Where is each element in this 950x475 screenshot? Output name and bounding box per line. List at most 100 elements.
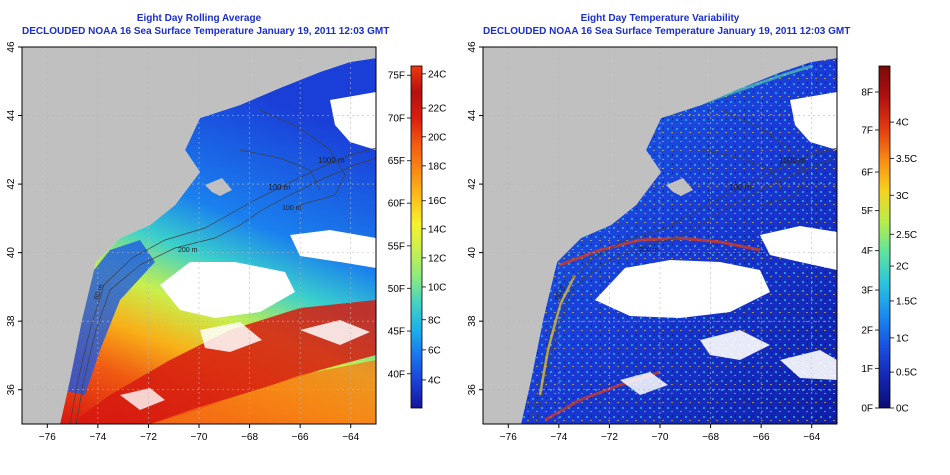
contour-label: 60 m [554,284,566,301]
right-colorbar-celsius-label: 1.5C [896,296,917,307]
contour-label: 60 m [93,284,105,301]
left-x-tick-label: −76 [39,432,56,443]
cloud-mask [300,320,370,345]
right-y-tick-label: 42 [467,178,478,190]
right-colorbar-fahrenheit-label: 7F [861,125,873,136]
right-x-tick-label: −72 [601,432,618,443]
left-x-tick-label: −68 [241,432,258,443]
right-y-tick-label: 40 [467,247,478,259]
right-colorbar-fahrenheit-label: 1F [861,364,873,375]
cloud-mask [780,350,837,380]
left-y-tick-label: 40 [6,247,17,259]
land-mass [483,47,837,424]
cloud-mask [760,226,837,270]
right-colorbar-fahrenheit-label: 8F [861,87,873,98]
left-colorbar-celsius-label: 8C [428,315,441,326]
land-mass [22,47,376,424]
contour-label: 200 m [178,247,198,254]
right-colorbar-celsius-label: 2.5C [896,230,917,241]
right-x-tick-label: −64 [803,432,820,443]
right-colorbar-celsius-label: 3.5C [896,154,917,165]
right-title: Eight Day Temperature Variability [580,13,740,24]
right-colorbar-fahrenheit-label: 6F [861,168,873,179]
left-y-tick-label: 46 [6,41,17,53]
contour-label: 200 m [639,247,659,254]
warm-orange-region [150,360,376,424]
cloud-mask [200,322,262,352]
right-y-tick-label: 44 [467,110,478,122]
left-colorbar-celsius-label: 16C [428,196,446,207]
left-x-tick-label: −72 [140,432,157,443]
right-colorbar-celsius-label: 2C [896,262,909,273]
right-x-tick-label: −74 [550,432,567,443]
left-subtitle: DECLOUDED NOAA 16 Sea Surface Temperatur… [22,26,390,37]
right-axes: −76 −74 −72 −70 −68 −66 −64 36 38 40 42 44 46 [467,41,821,443]
bathymetry-contours [69,109,376,424]
left-colorbar-celsius-label: 10C [428,282,446,293]
right-colorbar-fahrenheit-label: 3F [861,286,873,297]
high-variability-shelf-edge [538,274,577,396]
right-map: 1000 m 100 m 200 m 60 m [483,47,837,424]
right-x-tick-label: −70 [652,432,669,443]
contour-label: 100 m [729,183,752,192]
left-y-tick-label: 36 [6,384,17,396]
right-colorbar-celsius-label: 3C [896,191,909,202]
variability-speckle [521,58,837,424]
cloud-mask [595,260,770,318]
left-colorbar-celsius-label: 4C [428,375,441,386]
left-title: Eight Day Rolling Average [136,13,262,24]
grid [483,47,837,424]
right-colorbar-celsius-label: 4C [896,118,909,129]
right-colorbar-fahrenheit-label: 5F [861,206,873,217]
left-x-tick-label: −74 [89,432,106,443]
left-colorbar-fahrenheit-label: 60F [388,199,405,210]
contour-label: 1000 m [779,156,806,165]
cape-cod [205,178,232,196]
left-colorbar-fahrenheit-label: 75F [388,71,405,82]
left-y-tick-label: 42 [6,178,17,190]
left-x-tick-label: −64 [342,432,359,443]
left-colorbar-fahrenheit-label: 65F [388,156,405,167]
cloud-mask [330,92,376,150]
cloud-mask [120,388,165,410]
cloud-mask [160,262,295,318]
right-y-tick-label: 36 [467,384,478,396]
left-colorbar-celsius-label: 22C [428,104,446,115]
left-colorbar-celsius-label: 18C [428,161,446,172]
left-colorbar-fahrenheit-label: 70F [388,113,405,124]
grid [22,47,376,424]
left-axes: −76 −74 −72 −70 −68 −66 −64 36 38 40 42 44 46 [6,41,360,443]
right-colorbar [878,65,891,409]
left-y-tick-label: 44 [6,110,17,122]
left-colorbar-celsius-label: 20C [428,132,446,143]
left-colorbar-celsius-label: 14C [428,224,446,235]
right-subtitle: DECLOUDED NOAA 16 Sea Surface Temperatur… [483,26,851,37]
left-colorbar-fahrenheit-label: 55F [388,241,405,252]
left-colorbar-fahrenheit-label: 50F [388,284,405,295]
cloud-mask [620,372,668,395]
right-x-tick-label: −66 [753,432,770,443]
right-colorbar-fahrenheit-label: 4F [861,246,873,257]
cloud-mask [790,92,837,150]
left-map: 1000 m 100 m 200 m 60 m 100 m [22,47,376,424]
right-colorbar-fahrenheit-label: 0F [861,404,873,415]
contour-label: 1000 m [318,156,345,165]
cloud-mask [290,230,376,268]
cape-cod [666,178,693,196]
right-x-tick-label: −68 [702,432,719,443]
bathymetry-contours [530,109,837,424]
contour-label: 100 m [268,183,291,192]
right-colorbar-celsius-label: 1C [896,333,909,344]
left-colorbar-fahrenheit-label: 40F [388,369,405,380]
left-colorbar-celsius-label: 6C [428,345,441,356]
left-x-tick-label: −66 [292,432,309,443]
right-y-tick-label: 46 [467,41,478,53]
left-colorbar [410,65,423,409]
left-colorbar-celsius-label: 24C [428,69,446,80]
left-y-tick-label: 38 [6,315,17,327]
right-x-tick-label: −76 [500,432,517,443]
right-colorbar-labels: 8F 7F 6F 5F 4F 3F 2F 1F 0F 4C 3.5C 3C 2.5C 2C 1.5C 1C 0.… [861,87,917,414]
left-colorbar-celsius-label: 12C [428,253,446,264]
right-colorbar-celsius-label: 0.5C [896,368,917,379]
